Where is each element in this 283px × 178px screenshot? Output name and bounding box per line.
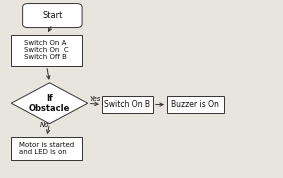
Text: Yes: Yes: [89, 96, 100, 102]
FancyBboxPatch shape: [23, 4, 82, 28]
Bar: [102, 96, 153, 113]
Text: Motor is started
and LED is on: Motor is started and LED is on: [19, 142, 74, 155]
Text: No: No: [40, 122, 49, 128]
Text: Start: Start: [42, 11, 63, 20]
Text: Buzzer is On: Buzzer is On: [171, 100, 219, 109]
Text: Switch On B: Switch On B: [104, 100, 150, 109]
Bar: [11, 137, 82, 160]
Text: Switch On A
Switch On  C
Switch Off B: Switch On A Switch On C Switch Off B: [24, 40, 69, 60]
Bar: [167, 96, 224, 113]
Bar: [11, 35, 82, 66]
Text: If
Obstacle: If Obstacle: [29, 94, 70, 113]
Polygon shape: [11, 83, 88, 124]
